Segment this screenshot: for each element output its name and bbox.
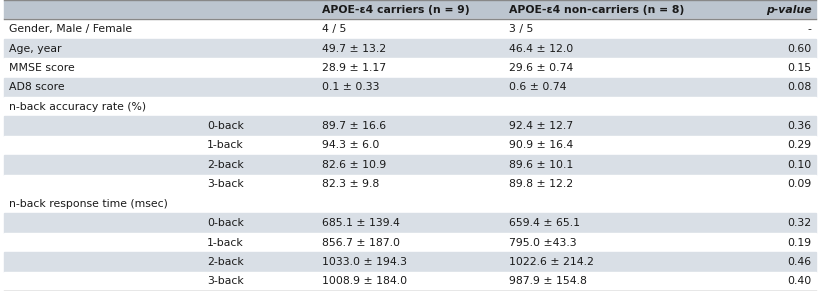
Text: 0.1 ± 0.33: 0.1 ± 0.33 xyxy=(321,82,380,92)
Text: 1033.0 ± 194.3: 1033.0 ± 194.3 xyxy=(321,257,407,267)
Text: 90.9 ± 16.4: 90.9 ± 16.4 xyxy=(509,141,573,150)
Bar xyxy=(4,39,816,58)
Text: Age, year: Age, year xyxy=(9,43,61,54)
Text: 0-back: 0-back xyxy=(207,121,244,131)
Bar xyxy=(4,272,816,291)
Text: 0.32: 0.32 xyxy=(788,218,811,228)
Text: 0.10: 0.10 xyxy=(787,160,811,170)
Text: 2-back: 2-back xyxy=(207,160,244,170)
Text: -: - xyxy=(807,24,811,34)
Text: 3-back: 3-back xyxy=(207,179,244,189)
Bar xyxy=(4,194,816,213)
Text: n-back response time (msec): n-back response time (msec) xyxy=(9,199,168,209)
Text: 49.7 ± 13.2: 49.7 ± 13.2 xyxy=(321,43,386,54)
Text: 0.29: 0.29 xyxy=(788,141,811,150)
Text: APOE-ε4 non-carriers (n = 8): APOE-ε4 non-carriers (n = 8) xyxy=(509,5,684,15)
Text: 0.09: 0.09 xyxy=(787,179,811,189)
Text: 0-back: 0-back xyxy=(207,218,244,228)
Text: 92.4 ± 12.7: 92.4 ± 12.7 xyxy=(509,121,573,131)
Bar xyxy=(4,58,816,78)
Bar xyxy=(4,78,816,97)
Bar xyxy=(4,19,816,39)
Text: 856.7 ± 187.0: 856.7 ± 187.0 xyxy=(321,237,400,248)
Text: 0.40: 0.40 xyxy=(787,276,811,286)
Text: 89.6 ± 10.1: 89.6 ± 10.1 xyxy=(509,160,573,170)
Bar xyxy=(4,155,816,175)
Text: APOE-ε4 carriers (n = 9): APOE-ε4 carriers (n = 9) xyxy=(321,5,470,15)
Text: 0.36: 0.36 xyxy=(788,121,811,131)
Text: 3 / 5: 3 / 5 xyxy=(509,24,533,34)
Text: 0.15: 0.15 xyxy=(788,63,811,73)
Bar xyxy=(4,116,816,136)
Text: 987.9 ± 154.8: 987.9 ± 154.8 xyxy=(509,276,587,286)
Text: 0.6 ± 0.74: 0.6 ± 0.74 xyxy=(509,82,566,92)
Text: 46.4 ± 12.0: 46.4 ± 12.0 xyxy=(509,43,573,54)
Text: 3-back: 3-back xyxy=(207,276,244,286)
Text: 1-back: 1-back xyxy=(207,141,244,150)
Text: 1-back: 1-back xyxy=(207,237,244,248)
Text: 0.46: 0.46 xyxy=(788,257,811,267)
Text: 0.60: 0.60 xyxy=(787,43,811,54)
Text: 0.08: 0.08 xyxy=(787,82,811,92)
Text: 1008.9 ± 184.0: 1008.9 ± 184.0 xyxy=(321,276,407,286)
Text: 2-back: 2-back xyxy=(207,257,244,267)
Text: 89.8 ± 12.2: 89.8 ± 12.2 xyxy=(509,179,573,189)
Text: 795.0 ±43.3: 795.0 ±43.3 xyxy=(509,237,576,248)
Text: n-back accuracy rate (%): n-back accuracy rate (%) xyxy=(9,102,146,112)
Text: 82.6 ± 10.9: 82.6 ± 10.9 xyxy=(321,160,386,170)
Bar xyxy=(4,233,816,252)
Text: MMSE score: MMSE score xyxy=(9,63,74,73)
Text: 4 / 5: 4 / 5 xyxy=(321,24,346,34)
Bar xyxy=(4,136,816,155)
Bar xyxy=(4,213,816,233)
Text: 94.3 ± 6.0: 94.3 ± 6.0 xyxy=(321,141,379,150)
Text: 29.6 ± 0.74: 29.6 ± 0.74 xyxy=(509,63,573,73)
Text: 28.9 ± 1.17: 28.9 ± 1.17 xyxy=(321,63,386,73)
Text: 82.3 ± 9.8: 82.3 ± 9.8 xyxy=(321,179,379,189)
Text: AD8 score: AD8 score xyxy=(9,82,65,92)
Text: Gender, Male / Female: Gender, Male / Female xyxy=(9,24,133,34)
Text: 89.7 ± 16.6: 89.7 ± 16.6 xyxy=(321,121,386,131)
Bar xyxy=(4,0,816,19)
Text: 0.19: 0.19 xyxy=(788,237,811,248)
Bar xyxy=(4,252,816,272)
Text: 659.4 ± 65.1: 659.4 ± 65.1 xyxy=(509,218,579,228)
Text: 685.1 ± 139.4: 685.1 ± 139.4 xyxy=(321,218,400,228)
Text: 1022.6 ± 214.2: 1022.6 ± 214.2 xyxy=(509,257,593,267)
Bar xyxy=(4,175,816,194)
Text: p-value: p-value xyxy=(766,5,811,15)
Bar xyxy=(4,97,816,116)
